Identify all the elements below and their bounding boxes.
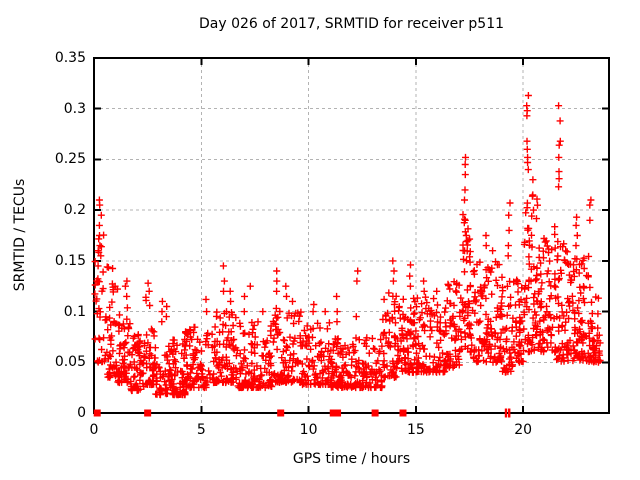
y-tick-label: 0.25	[54, 151, 86, 168]
y-tick-label: 0.35	[54, 50, 86, 66]
y-tick-label: 0	[77, 405, 86, 421]
x-tick-label: 5	[196, 422, 206, 438]
data-points	[91, 92, 604, 399]
zero-flag-square	[277, 409, 285, 417]
x-tick-label: 20	[514, 422, 533, 438]
y-tick-label: 0.3	[63, 100, 86, 117]
y-tick-label: 0.2	[63, 202, 86, 219]
zero-flag-square	[334, 409, 342, 417]
plot-border	[93, 57, 610, 414]
y-tick-label: 0.05	[54, 354, 86, 371]
zero-flag-square	[93, 409, 101, 417]
x-tick-label: 0	[89, 422, 99, 438]
zero-flag-square	[371, 409, 379, 417]
x-axis-label: GPS time / hours	[292, 451, 411, 467]
x-tick-label: 15	[406, 422, 425, 438]
zero-flag-square	[329, 409, 337, 417]
y-tick-label: 0.1	[63, 303, 86, 320]
x-tick-label: 10	[299, 422, 318, 438]
zero-flag-square	[144, 409, 152, 417]
y-tick-label: 0.15	[54, 252, 86, 269]
chart-title: Day 026 of 2017, SRMTID for receiver p51…	[198, 16, 505, 32]
zero-flag-square	[399, 409, 407, 417]
zero-flag-thin	[508, 408, 511, 418]
zero-flag-thin	[504, 408, 508, 418]
y-axis-label: SRMTID / TECUs	[12, 178, 28, 292]
